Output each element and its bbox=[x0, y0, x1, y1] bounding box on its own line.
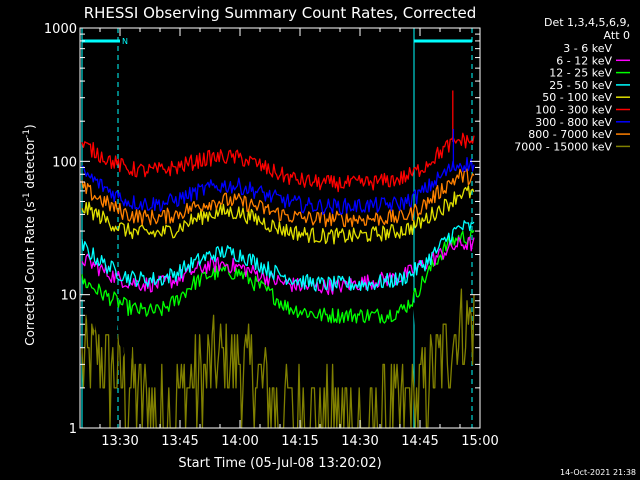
legend-label: 300 - 800 keV bbox=[535, 116, 612, 129]
legend-label: 12 - 25 keV bbox=[549, 67, 612, 80]
legend-label: 6 - 12 keV bbox=[556, 54, 612, 67]
chart-title: RHESSI Observing Summary Count Rates, Co… bbox=[84, 4, 477, 22]
y-tick-label: 1 bbox=[69, 422, 77, 437]
series-line-6 bbox=[81, 132, 475, 193]
series-line-3 bbox=[81, 229, 475, 324]
y-axis-label-end: ) bbox=[23, 124, 37, 129]
y-axis-label-sup2: -1 bbox=[22, 129, 32, 138]
x-tick-label: 14:45 bbox=[401, 434, 438, 449]
series-line-7 bbox=[81, 157, 475, 215]
series-line-1 bbox=[81, 226, 475, 363]
legend-label: 800 - 7000 keV bbox=[528, 128, 612, 141]
series-layer bbox=[81, 90, 475, 429]
y-axis: 1 10 100 1000 bbox=[44, 22, 480, 437]
series-line-4 bbox=[81, 220, 475, 292]
legend-label: 25 - 50 keV bbox=[549, 79, 612, 92]
y-axis-label-main: Corrected Count Rate (s bbox=[23, 201, 37, 345]
y-tick-label: 10 bbox=[60, 289, 77, 304]
y-axis-label-mid: detector bbox=[23, 138, 37, 193]
legend-label: 50 - 100 keV bbox=[542, 91, 612, 104]
y-axis-label: Corrected Count Rate (s-1 detector-1) bbox=[22, 124, 37, 345]
legend-label: 7000 - 15000 keV bbox=[514, 140, 612, 153]
footer-date: 14-Oct-2021 21:38 bbox=[560, 468, 636, 477]
legend-label: 3 - 6 keV bbox=[563, 42, 612, 55]
x-tick-label: 13:30 bbox=[101, 434, 138, 449]
series-line-8 bbox=[81, 168, 475, 228]
y-tick-label: 100 bbox=[52, 155, 77, 170]
x-tick-label: 15:00 bbox=[461, 434, 498, 449]
legend-label: 100 - 300 keV bbox=[535, 104, 612, 117]
series-line-5 bbox=[81, 185, 475, 245]
legend-header-line1: Det 1,3,4,5,6,9, bbox=[544, 16, 630, 29]
y-axis-label-sup1: -1 bbox=[22, 192, 32, 201]
x-axis-label: Start Time (05-Jul-08 13:20:02) bbox=[178, 456, 381, 471]
y-tick-label: 1000 bbox=[44, 22, 77, 37]
night-marker: N bbox=[122, 37, 128, 46]
x-tick-label: 14:00 bbox=[221, 434, 258, 449]
x-tick-label: 14:15 bbox=[281, 434, 318, 449]
x-tick-label: 14:30 bbox=[341, 434, 378, 449]
x-tick-label: 13:45 bbox=[161, 434, 198, 449]
legend-header-line2: Att 0 bbox=[604, 29, 630, 42]
x-axis: 13:30 13:45 14:00 14:15 14:30 14:45 15:00 bbox=[99, 28, 499, 449]
